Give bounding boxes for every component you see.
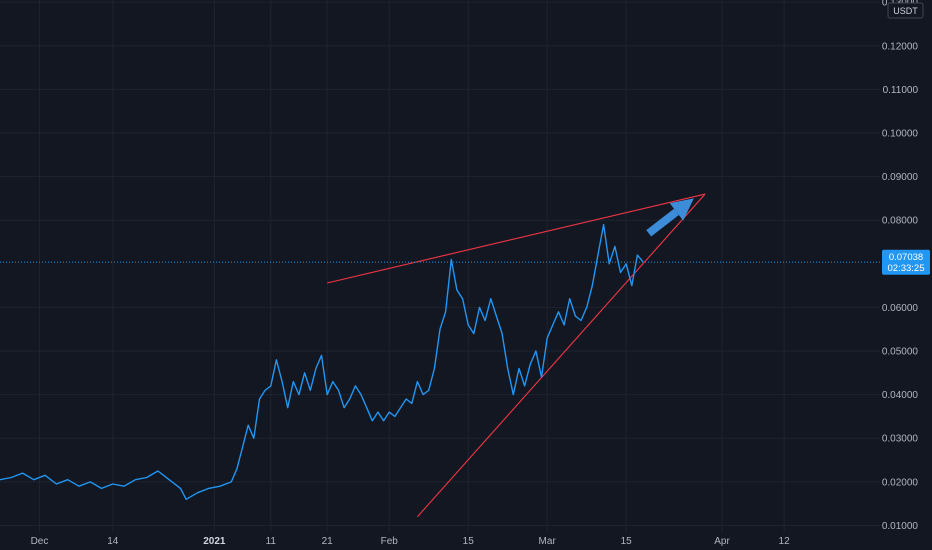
x-tick-label: Mar [539, 536, 557, 547]
price-line-series[interactable] [0, 223, 644, 500]
x-tick-label: 15 [463, 536, 475, 547]
x-axis[interactable]: Dec 14 2021 11 21 Feb 15 Mar 15 Apr 12 [0, 532, 880, 550]
y-tick-label: 0.06000 [882, 303, 919, 314]
arrow-shaft[interactable] [646, 208, 679, 237]
x-tick-label: 11 [266, 536, 277, 547]
currency-label: USDT [887, 2, 924, 19]
x-tick-label: Feb [381, 536, 399, 547]
y-tick-label: 0.10000 [882, 129, 919, 140]
trendline[interactable] [417, 193, 706, 518]
arrow-head[interactable] [669, 198, 694, 221]
x-axis-background [0, 532, 880, 550]
up-arrow-annotation [646, 198, 694, 237]
y-tick-label: 0.12000 [882, 41, 919, 52]
x-tick-label: 21 [322, 536, 334, 547]
price-label-background [882, 249, 930, 275]
y-tick-label: 0.11000 [883, 85, 919, 96]
currency-text: USDT [893, 6, 918, 16]
trendline[interactable] [327, 193, 706, 284]
countdown-timer: 02:33:25 [888, 263, 925, 274]
price-series [0, 223, 644, 500]
x-tick-label: Apr [714, 536, 730, 547]
y-axis[interactable]: 0.130000.120000.110000.100000.090000.080… [880, 0, 932, 550]
x-tick-label: Dec [31, 536, 49, 547]
x-tick-label: 2021 [203, 536, 226, 547]
x-tick-label: 14 [107, 536, 119, 547]
y-axis-background [880, 0, 932, 550]
y-tick-label: 0.02000 [882, 477, 919, 488]
y-tick-label: 0.05000 [882, 347, 919, 358]
trendlines [327, 193, 706, 518]
y-tick-label: 0.09000 [882, 172, 919, 183]
grid-lines [0, 0, 880, 532]
y-tick-label: 0.03000 [882, 434, 919, 445]
current-price-label: 0.07038 02:33:25 [882, 249, 930, 275]
current-price-value: 0.07038 [889, 252, 923, 263]
x-tick-label: 12 [779, 536, 791, 547]
y-tick-label: 0.01000 [882, 521, 919, 532]
x-tick-label: 15 [621, 536, 633, 547]
y-tick-label: 0.08000 [882, 216, 919, 227]
y-tick-label: 0.04000 [882, 390, 919, 401]
